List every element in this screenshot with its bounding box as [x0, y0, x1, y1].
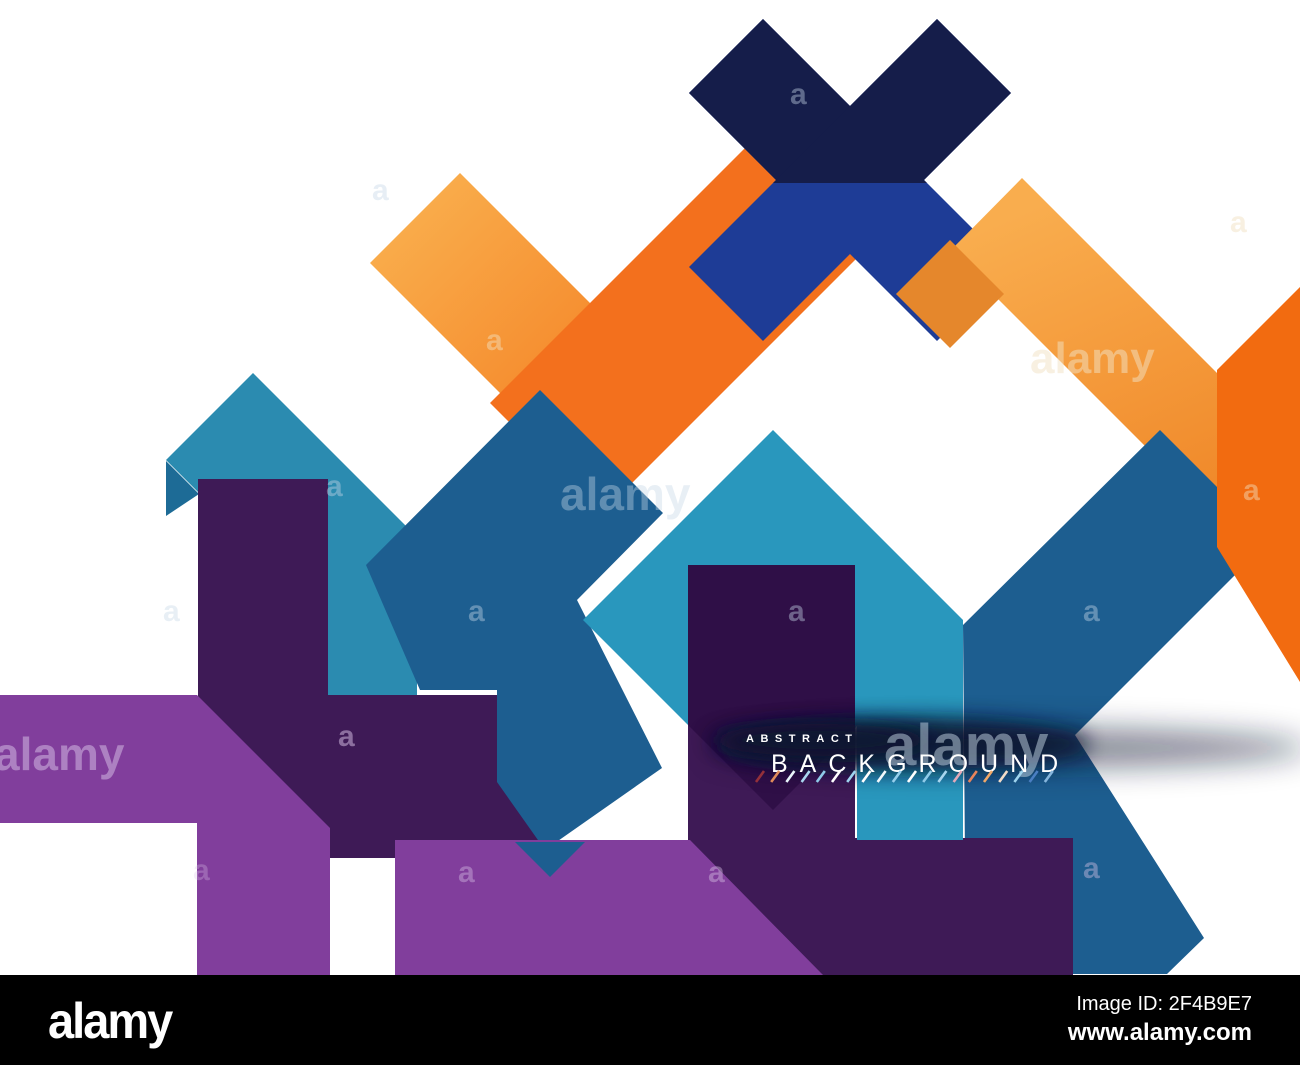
dark-blue-tip	[515, 842, 585, 877]
dash-mark	[1043, 770, 1054, 783]
watermark-text: a	[486, 324, 503, 357]
dash-mark	[830, 770, 842, 783]
dash-mark	[967, 770, 978, 783]
dash-mark	[770, 770, 781, 783]
dash-mark	[906, 770, 918, 783]
dash-mark	[998, 770, 1009, 783]
dark-purple-left-block	[198, 479, 543, 858]
watermark-text: a	[1083, 595, 1100, 628]
dash-mark	[891, 770, 902, 783]
watermark-text: a	[338, 720, 355, 753]
dash-mark	[922, 770, 933, 783]
watermark-footer-bar: alamy Image ID: 2F4B9E7 www.alamy.com	[0, 975, 1300, 1065]
geometric-shapes	[0, 19, 1300, 975]
watermark-text: a	[326, 470, 343, 503]
watermark-text: alamy	[0, 728, 125, 780]
orange-overlap-diamond	[896, 240, 1004, 348]
watermark-text: a	[193, 854, 210, 887]
watermark-text: a	[708, 856, 725, 889]
decorative-dashes	[754, 770, 1054, 783]
dash-mark	[815, 770, 826, 783]
dark-blue-shape-left	[366, 390, 663, 850]
image-meta: Image ID: 2F4B9E7 www.alamy.com	[1068, 993, 1252, 1047]
watermark-text: a	[1083, 852, 1100, 885]
dash-mark	[1028, 770, 1039, 783]
watermark-text: a	[468, 595, 485, 628]
orange-band-far-right	[1217, 287, 1300, 682]
bright-purple-cross-left	[0, 695, 330, 975]
watermark-text: alamy	[560, 468, 691, 520]
dash-mark	[876, 770, 887, 783]
dash-mark	[785, 770, 796, 783]
artwork-title: BACKGROUND	[771, 750, 1070, 778]
watermark-text: a	[788, 595, 805, 628]
x-shape-bar-b-navy	[773, 19, 1011, 183]
dash-mark	[952, 770, 963, 783]
dash-mark	[982, 770, 994, 783]
artwork-small-title: ABSTRACT	[746, 733, 859, 745]
alamy-url: www.alamy.com	[1067, 1019, 1252, 1046]
dash-mark	[800, 770, 811, 783]
watermark-text: a	[1243, 474, 1260, 507]
artwork-canvas: alamy alamy alamy alamy a a a a a a a a a a a a a a a ABST…	[0, 19, 1300, 975]
watermark-text: a	[372, 174, 389, 207]
watermark-text: alamy	[1030, 334, 1155, 383]
title-smudge	[710, 718, 1300, 770]
abstract-artwork: alamy alamy alamy alamy a a a a a a a a a a a a a a a ABST…	[0, 19, 1300, 975]
dash-mark	[1013, 770, 1024, 783]
teal-arrow-left-shadow	[166, 461, 199, 516]
image-id-label: Image ID: 2F4B9E7	[1076, 993, 1252, 1015]
watermark-text: a	[458, 856, 475, 889]
alamy-logo: alamy	[48, 991, 173, 1049]
dash-mark	[861, 770, 872, 783]
dash-mark	[937, 770, 948, 783]
dash-mark	[846, 770, 857, 783]
watermark-text: alamy	[884, 713, 1048, 778]
dash-mark	[754, 770, 766, 783]
watermark-text: a	[790, 78, 807, 111]
watermark-text: a	[1230, 206, 1247, 239]
watermark-text: a	[163, 595, 180, 628]
x-shape-navy-top	[689, 19, 1011, 183]
bright-purple-band-bottom	[395, 840, 823, 975]
alamy-watermarks: alamy alamy alamy alamy a a a a a a a a a a a a a a a	[0, 78, 1260, 889]
